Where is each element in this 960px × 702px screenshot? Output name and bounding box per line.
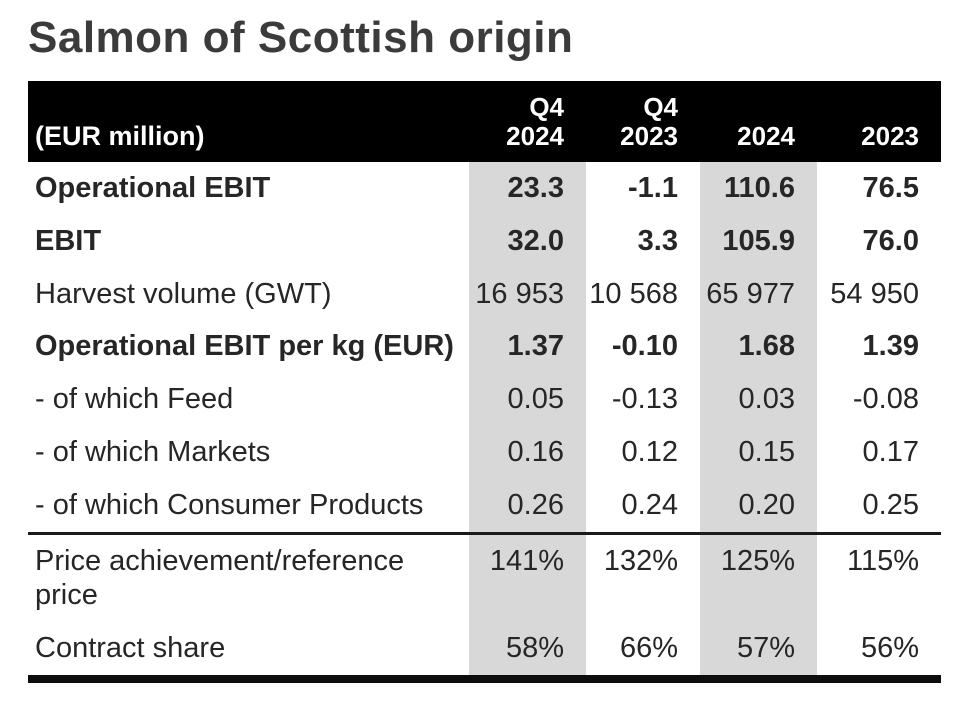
cell-value: 10 568 <box>589 277 678 310</box>
row-label: - of which Feed <box>35 383 234 416</box>
cell-value: 65 977 <box>700 267 817 321</box>
cell-value: -0.10 <box>611 330 678 363</box>
cell-value: 1.68 <box>700 320 817 374</box>
cell-value: 0.15 <box>700 426 817 479</box>
column-header-2023: 2023 <box>817 80 941 163</box>
row-label: Operational EBIT per kg (EUR) <box>35 330 454 363</box>
cell-value: 76.0 <box>862 224 919 257</box>
page-title: Salmon of Scottish origin <box>28 13 574 62</box>
cell-value: 76.5 <box>862 172 919 205</box>
cell-value: -1.1 <box>628 172 678 205</box>
row-label: Price achievement/reference price <box>35 544 405 612</box>
column-header-line2: 2023 <box>861 120 919 151</box>
column-header-line2: 2024 <box>737 120 795 151</box>
table-row: - of which Consumer Products 0.26 0.24 0.20… <box>28 478 941 535</box>
table-row: EBIT 32.0 3.3 105.9 76.0 <box>28 214 941 268</box>
row-label: Operational EBIT <box>35 172 271 205</box>
cell-value: 16 953 <box>469 267 586 321</box>
cell-value: 54 950 <box>830 277 919 310</box>
cell-value: 1.39 <box>862 330 919 363</box>
row-label: Harvest volume (GWT) <box>35 277 332 310</box>
report-page: Salmon of Scottish origin (EUR million) … <box>0 12 960 683</box>
cell-value: 56% <box>817 622 941 683</box>
cell-value: 0.25 <box>817 478 941 535</box>
cell-value: 105.9 <box>700 214 817 268</box>
table-header-row: (EUR million) Q4 2024 Q4 2023 2024 2023 <box>28 80 941 163</box>
cell-value: 1.37 <box>469 320 586 374</box>
cell-value: 0.03 <box>700 373 817 426</box>
cell-value: 66% <box>586 622 700 683</box>
table-row: Harvest volume (GWT) 16 953 10 568 65 977 54… <box>28 267 941 321</box>
cell-value: 0.26 <box>469 478 586 535</box>
table-row: Price achievement/reference price 141% 132… <box>28 533 941 623</box>
row-label: - of which Markets <box>35 436 271 468</box>
column-header-line2: 2023 <box>620 120 678 151</box>
cell-value: 141% <box>469 533 586 623</box>
cell-value: -0.08 <box>852 383 919 416</box>
row-label: EBIT <box>35 224 102 257</box>
column-header-q4-2024: Q4 2024 <box>469 80 586 163</box>
cell-value: 0.20 <box>700 478 817 535</box>
unit-label: (EUR million) <box>28 80 469 163</box>
column-header-line1: Q4 <box>643 91 678 122</box>
cell-value: 110.6 <box>700 162 817 215</box>
cell-value: 0.16 <box>469 426 586 479</box>
cell-value: 58% <box>469 622 586 683</box>
cell-value: 3.3 <box>637 224 678 257</box>
row-label: Contract share <box>28 622 469 683</box>
financial-table: (EUR million) Q4 2024 Q4 2023 2024 2023 <box>28 80 941 683</box>
table-header: (EUR million) Q4 2024 Q4 2023 2024 2023 <box>28 80 941 163</box>
cell-value: 0.05 <box>469 373 586 426</box>
cell-value: 23.3 <box>469 162 586 215</box>
table-body: Operational EBIT 23.3 -1.1 110.6 76.5 EBIT 32.… <box>28 162 941 683</box>
column-header-q4-2023: Q4 2023 <box>586 80 700 163</box>
cell-value: 0.17 <box>862 436 919 468</box>
cell-value: 115% <box>846 544 919 577</box>
table-row: - of which Feed 0.05 -0.13 0.03 -0.08 <box>28 373 941 426</box>
table-row: - of which Markets 0.16 0.12 0.15 0.17 <box>28 426 941 479</box>
cell-value: 0.12 <box>621 436 678 468</box>
column-header-line1: Q4 <box>529 91 564 122</box>
table-row: Operational EBIT 23.3 -1.1 110.6 76.5 <box>28 162 941 215</box>
column-header-2024: 2024 <box>700 80 817 163</box>
cell-value: 132% <box>603 544 678 577</box>
cell-value: 57% <box>700 622 817 683</box>
cell-value: 32.0 <box>469 214 586 268</box>
cell-value: 125% <box>700 533 817 623</box>
table-row: Operational EBIT per kg (EUR) 1.37 -0.10 1.… <box>28 320 941 374</box>
column-header-line2: 2024 <box>506 120 564 151</box>
cell-value: 0.24 <box>586 478 700 535</box>
table-row: Contract share 58% 66% 57% 56% <box>28 622 941 683</box>
cell-value: -0.13 <box>611 383 678 416</box>
row-label: - of which Consumer Products <box>28 478 469 535</box>
